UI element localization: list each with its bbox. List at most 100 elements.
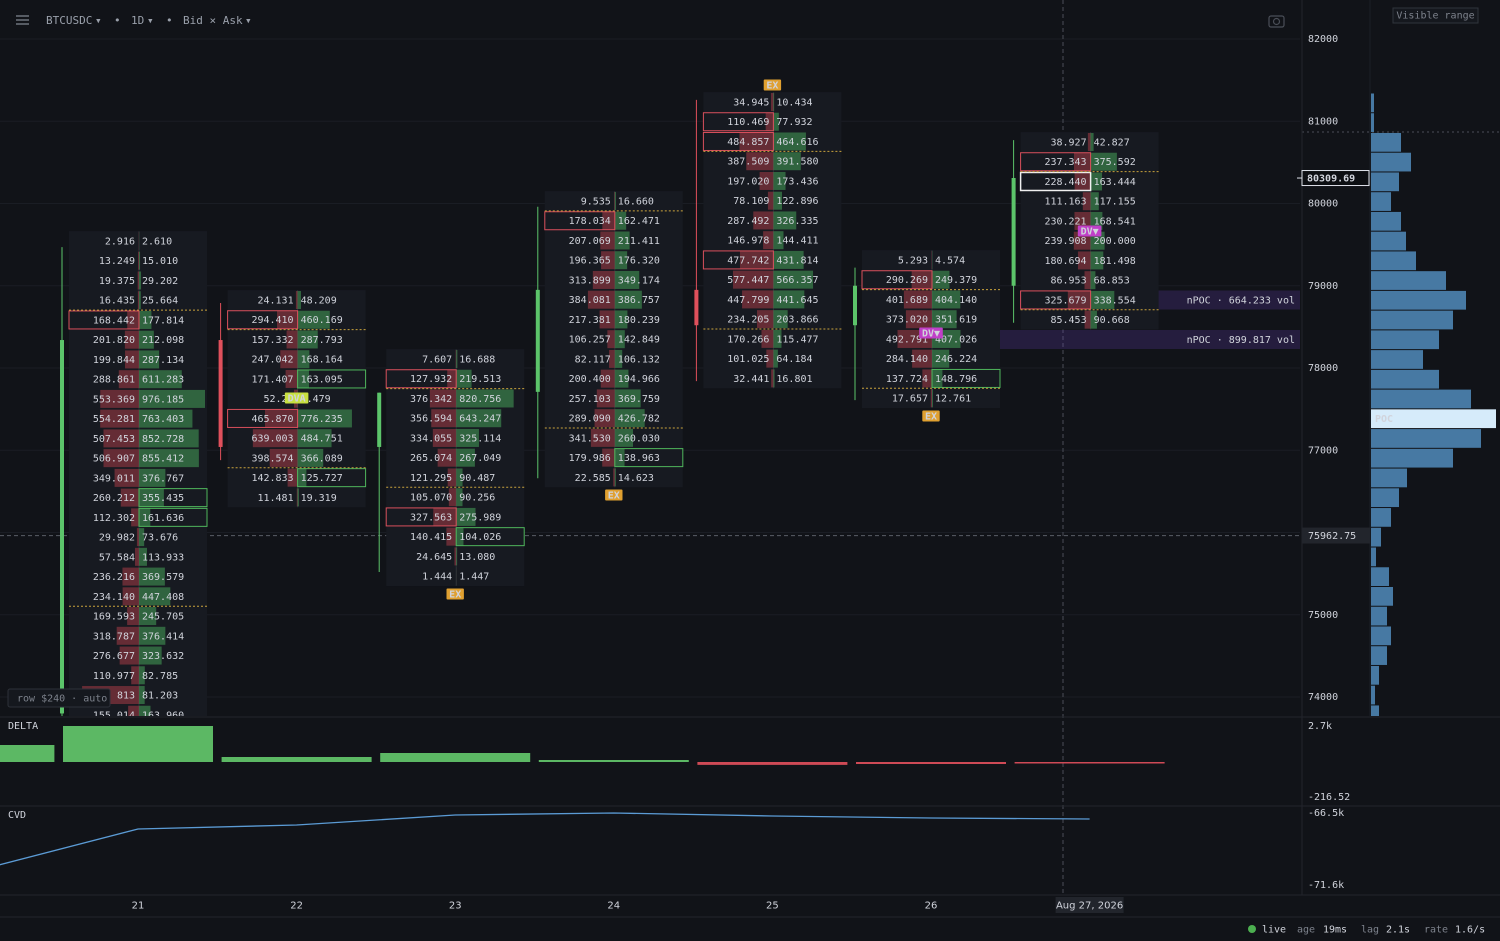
row-setting-box[interactable] bbox=[7, 688, 111, 708]
bid-bar bbox=[732, 270, 774, 289]
ask-bar bbox=[139, 686, 145, 705]
bid-volume: 639.003 bbox=[251, 434, 293, 445]
symbol[interactable]: BTCUSDC bbox=[46, 14, 92, 27]
bid-bar bbox=[269, 448, 298, 467]
profile-bar bbox=[1371, 527, 1381, 547]
bid-bar bbox=[1087, 133, 1091, 151]
bid-volume: 5.293 bbox=[898, 256, 928, 267]
bid-volume: 17.657 bbox=[892, 394, 928, 405]
status-label: lag bbox=[1361, 925, 1379, 936]
ask-bar bbox=[139, 508, 151, 527]
bid-imbalance bbox=[702, 112, 774, 132]
status-value: 2.1s bbox=[1386, 925, 1410, 936]
bid-volume: 236.216 bbox=[93, 572, 135, 583]
ask-volume: 212.098 bbox=[142, 335, 184, 346]
ask-volume: 181.498 bbox=[1094, 256, 1136, 267]
bid-volume: 196.365 bbox=[569, 256, 611, 267]
menu-icon[interactable] bbox=[16, 15, 29, 25]
ask-volume: 855.412 bbox=[142, 454, 184, 465]
bid-imbalance bbox=[227, 310, 299, 330]
ask-volume: 90.487 bbox=[459, 473, 495, 484]
bid-volume: 207.069 bbox=[569, 236, 611, 247]
ask-bar bbox=[456, 350, 458, 368]
bid-volume: 110.469 bbox=[727, 117, 769, 128]
ask-bar bbox=[297, 291, 301, 309]
bid-volume: 142.833 bbox=[251, 473, 293, 484]
bid-bar bbox=[127, 310, 139, 329]
ask-volume: 325.114 bbox=[459, 433, 501, 444]
bid-bar bbox=[905, 310, 932, 329]
bid-volume: 260.212 bbox=[93, 493, 135, 504]
crosshair-price-box bbox=[1302, 527, 1370, 544]
bid-volume: 288.861 bbox=[93, 375, 135, 386]
bid-volume: 313.899 bbox=[569, 275, 611, 286]
ask-volume: 16.660 bbox=[618, 197, 654, 208]
bid-bar bbox=[122, 587, 139, 606]
bid-volume: 327.563 bbox=[410, 512, 452, 523]
bid-volume: 7.607 bbox=[422, 355, 452, 366]
bid-volume: 387.509 bbox=[727, 157, 769, 168]
ask-bar bbox=[139, 528, 145, 547]
ask-volume: 2.479 bbox=[301, 394, 331, 405]
ask-bar bbox=[297, 429, 332, 448]
bid-imbalance bbox=[1020, 290, 1092, 310]
bid-bar bbox=[118, 370, 139, 389]
bid-volume: 146.978 bbox=[727, 236, 769, 247]
profile-bar bbox=[1371, 132, 1401, 152]
mode[interactable]: Bid × Ask bbox=[183, 14, 243, 27]
ask-bar bbox=[456, 369, 472, 388]
ask-bar bbox=[614, 251, 628, 270]
ask-volume: 447.408 bbox=[142, 592, 184, 603]
bid-bar bbox=[119, 646, 139, 665]
bid-bar bbox=[134, 547, 139, 566]
bid-volume: 577.447 bbox=[727, 275, 769, 286]
tag-box bbox=[1077, 225, 1102, 237]
ask-volume: 287.134 bbox=[142, 355, 184, 366]
visible-range-button[interactable] bbox=[1392, 7, 1479, 24]
ask-bar bbox=[614, 448, 625, 467]
ask-bar bbox=[773, 231, 784, 250]
candle-body bbox=[377, 392, 382, 447]
ask-volume: 163.095 bbox=[301, 374, 343, 385]
caret[interactable]: ▾ bbox=[147, 14, 154, 27]
profile-bar bbox=[1371, 665, 1379, 685]
bid-volume: 356.594 bbox=[410, 414, 452, 425]
ask-bar bbox=[139, 330, 154, 349]
interval[interactable]: 1D bbox=[131, 14, 144, 27]
bid-bar bbox=[137, 271, 139, 290]
ask-volume: 211.411 bbox=[618, 236, 660, 247]
bid-bar bbox=[766, 349, 774, 368]
ask-bar bbox=[139, 449, 199, 468]
x-tick-label: 25 bbox=[766, 901, 779, 912]
ask-volume: 643.247 bbox=[459, 414, 501, 425]
ask-bar bbox=[1090, 211, 1103, 230]
caret[interactable]: ▾ bbox=[245, 14, 252, 27]
ask-bar bbox=[614, 330, 625, 349]
ask-bar bbox=[139, 468, 166, 487]
bid-bar bbox=[1073, 152, 1091, 171]
bid-volume: 29.982 bbox=[99, 533, 135, 544]
visible-range-label[interactable]: Visible range bbox=[1396, 11, 1474, 22]
ask-bar bbox=[139, 705, 151, 716]
ask-volume: 161.636 bbox=[142, 513, 184, 524]
bid-volume: 170.266 bbox=[727, 334, 769, 345]
ask-volume: 4.574 bbox=[935, 256, 965, 267]
bid-volume: 553.369 bbox=[93, 394, 135, 405]
profile-bar bbox=[1371, 488, 1399, 508]
profile-bar bbox=[1371, 606, 1387, 626]
ask-volume: 176.320 bbox=[618, 256, 660, 267]
ask-volume: 349.174 bbox=[618, 275, 660, 286]
delta-bar bbox=[0, 745, 55, 762]
bid-bar bbox=[930, 389, 932, 408]
bid-bar bbox=[609, 349, 615, 368]
status-live: live bbox=[1262, 925, 1286, 936]
tag-box bbox=[284, 392, 309, 404]
bid-bar bbox=[296, 488, 298, 507]
delta-bar bbox=[1014, 762, 1165, 764]
caret[interactable]: ▾ bbox=[95, 14, 102, 27]
camera-icon[interactable] bbox=[1268, 15, 1285, 28]
bid-volume: 111.163 bbox=[1044, 197, 1086, 208]
profile-bar bbox=[1371, 350, 1423, 369]
row-setting[interactable]: row $240 · auto bbox=[17, 694, 107, 705]
